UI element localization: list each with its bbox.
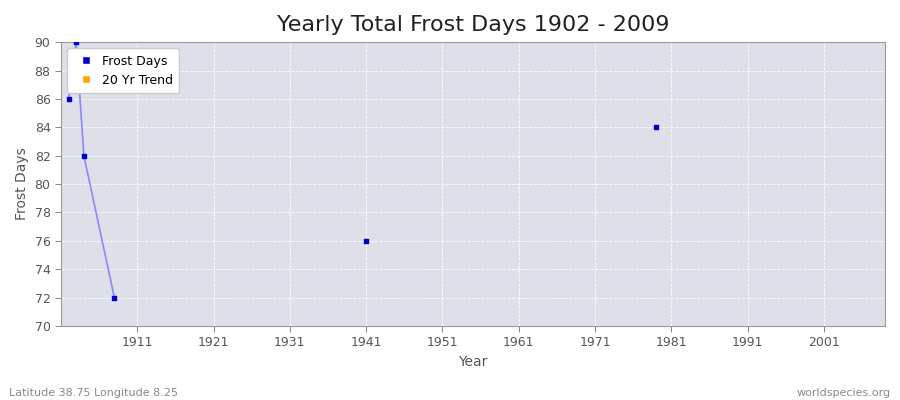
X-axis label: Year: Year [458,355,488,369]
Legend: Frost Days, 20 Yr Trend: Frost Days, 20 Yr Trend [68,48,179,93]
Text: Latitude 38.75 Longitude 8.25: Latitude 38.75 Longitude 8.25 [9,388,178,398]
Point [76,152,91,159]
Point [649,124,663,130]
Point [359,238,374,244]
Point [107,294,122,301]
Text: worldspecies.org: worldspecies.org [796,388,891,398]
Point [69,39,84,45]
Point [61,96,76,102]
Y-axis label: Frost Days: Frost Days [15,148,29,220]
Title: Yearly Total Frost Days 1902 - 2009: Yearly Total Frost Days 1902 - 2009 [276,15,670,35]
